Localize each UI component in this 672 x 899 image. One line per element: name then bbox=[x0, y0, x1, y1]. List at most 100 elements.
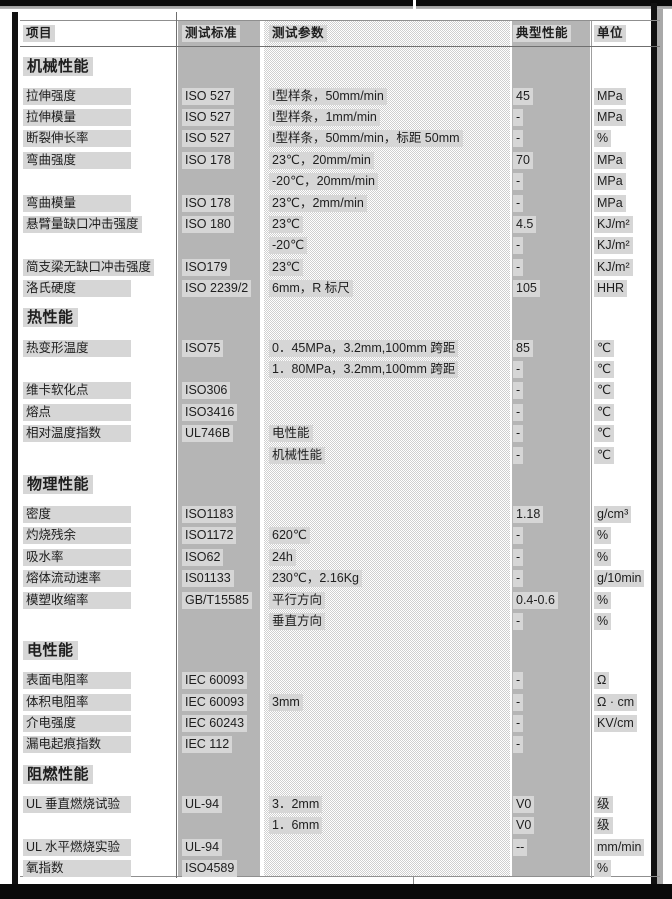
table-row: 弯曲强度 ISO 178 23℃，20mm/min 70 MPa bbox=[20, 149, 660, 170]
unit-text: % bbox=[594, 130, 612, 148]
item-text: 断裂伸长率 bbox=[23, 130, 131, 148]
item-text: 拉伸模量 bbox=[23, 109, 131, 127]
cell-value: - bbox=[510, 403, 590, 421]
cell-unit: KJ/m² bbox=[590, 258, 660, 276]
param-text: 23℃，2mm/min bbox=[269, 194, 367, 212]
cell-item: 熔体流动速率 bbox=[20, 569, 178, 588]
cell-standard: ISO1183 bbox=[178, 505, 264, 523]
cell-param: 6mm，R 标尺 bbox=[264, 279, 510, 298]
param-text: 1．80MPa，3.2mm,100mm 跨距 bbox=[269, 360, 459, 378]
cell-standard: ISO1172 bbox=[178, 526, 264, 545]
section-header-row: 电性能 bbox=[20, 632, 660, 670]
cell-value: -- bbox=[510, 838, 590, 856]
cell-unit: ℃ bbox=[590, 403, 660, 421]
value-text: 70 bbox=[513, 151, 533, 169]
cell-unit: % bbox=[590, 548, 660, 566]
cell-item: 介电强度 bbox=[20, 714, 178, 733]
cell-value: V0 bbox=[510, 816, 590, 835]
cell-standard: ISO 527 bbox=[178, 129, 264, 148]
unit-text: % bbox=[594, 860, 612, 878]
param-text: 230℃，2.16Kg bbox=[269, 570, 363, 588]
value-text: - bbox=[513, 425, 524, 443]
value-text: - bbox=[513, 130, 524, 148]
unit-text: ℃ bbox=[594, 425, 615, 443]
unit-text: Ω bbox=[594, 672, 610, 690]
cell-unit: MPa bbox=[590, 108, 660, 127]
value-text: - bbox=[513, 258, 524, 276]
cell-item: 氧指数 bbox=[20, 859, 178, 878]
cell-param: 机械性能 bbox=[264, 446, 510, 464]
cell-value: - bbox=[510, 526, 590, 545]
cell-unit: ℃ bbox=[590, 424, 660, 443]
section-header-row: 阻燃性能 bbox=[20, 755, 660, 793]
unit-text: ℃ bbox=[594, 339, 615, 357]
table-row: 洛氏硬度 ISO 2239/2 6mm，R 标尺 105 HHR bbox=[20, 278, 660, 299]
value-text: 85 bbox=[513, 339, 533, 357]
table-row: 1．6mm V0 级 bbox=[20, 815, 660, 836]
unit-text: MPa bbox=[594, 173, 626, 191]
param-text: 24h bbox=[269, 548, 296, 566]
param-text: 620℃ bbox=[269, 527, 310, 545]
cell-value: - bbox=[510, 424, 590, 443]
section-cell: 阻燃性能 bbox=[20, 764, 178, 784]
table-row: 密度 ISO1183 1.18 g/cm³ bbox=[20, 503, 660, 524]
table-row: 氧指数 ISO4589% bbox=[20, 857, 660, 878]
cell-item: 相对温度指数 bbox=[20, 424, 178, 443]
cell-item: 吸水率 bbox=[20, 548, 178, 566]
param-text: 3．2mm bbox=[269, 795, 323, 813]
cell-standard: ISO 178 bbox=[178, 194, 264, 212]
table-row: UL 水平燃烧实验 UL-94 -- mm/min bbox=[20, 836, 660, 857]
unit-text: MPa bbox=[594, 194, 626, 212]
cell-standard: IEC 60243 bbox=[178, 714, 264, 733]
header-value: 典型性能 bbox=[510, 25, 590, 42]
item-text: 模塑收缩率 bbox=[23, 591, 131, 609]
cell-standard: IEC 112 bbox=[178, 735, 264, 754]
cell-param: 620℃ bbox=[264, 526, 510, 545]
param-text: 0．45MPa，3.2mm,100mm 跨距 bbox=[269, 339, 459, 357]
standard-text: ISO1172 bbox=[182, 527, 237, 545]
section-title: 阻燃性能 bbox=[23, 764, 94, 784]
param-text: 23℃ bbox=[269, 216, 303, 234]
table-row: 热变形温度 ISO75 0．45MPa，3.2mm,100mm 跨距 85 ℃ bbox=[20, 337, 660, 358]
unit-text: MPa bbox=[594, 151, 626, 169]
section-title: 电性能 bbox=[23, 641, 78, 661]
param-text: 23℃ bbox=[269, 258, 303, 276]
section-header-row: 热性能 bbox=[20, 299, 660, 337]
cell-unit: % bbox=[590, 859, 660, 878]
cell-standard: GB/T15585 bbox=[178, 591, 264, 609]
section-title: 机械性能 bbox=[23, 56, 94, 76]
cell-unit: MPa bbox=[590, 172, 660, 191]
param-text: 1．6mm bbox=[269, 817, 323, 835]
cell-param: 电性能 bbox=[264, 424, 510, 443]
cell-unit: % bbox=[590, 612, 660, 630]
standard-text: IEC 112 bbox=[182, 736, 233, 754]
standard-text: UL-94 bbox=[182, 838, 223, 856]
cell-param: 23℃ bbox=[264, 258, 510, 276]
cell-value: 85 bbox=[510, 339, 590, 357]
header-standard: 测试标准 bbox=[178, 25, 264, 42]
unit-text: % bbox=[594, 612, 612, 630]
standard-text: ISO1183 bbox=[182, 505, 237, 523]
table-row: 介电强度 IEC 60243 - KV/cm bbox=[20, 712, 660, 733]
cell-value: 105 bbox=[510, 279, 590, 298]
table-row: 漏电起痕指数 IEC 112 - bbox=[20, 734, 660, 755]
table-row: 熔体流动速率 IS01133 230℃，2.16Kg - g/10min bbox=[20, 567, 660, 588]
unit-text: KJ/m² bbox=[594, 216, 633, 234]
cell-param: 23℃，20mm/min bbox=[264, 151, 510, 169]
cell-item: 拉伸模量 bbox=[20, 108, 178, 127]
item-text: 简支梁无缺口冲击强度 bbox=[23, 258, 155, 276]
item-text: 悬臂量缺口冲击强度 bbox=[23, 216, 142, 234]
cell-standard: ISO 2239/2 bbox=[178, 279, 264, 298]
standard-text: IEC 60093 bbox=[182, 672, 248, 690]
standard-text: ISO 2239/2 bbox=[182, 280, 252, 298]
cell-value: V0 bbox=[510, 795, 590, 813]
cell-standard: IEC 60093 bbox=[178, 671, 264, 690]
standard-text: GB/T15585 bbox=[182, 591, 252, 609]
table-row: 弯曲模量 ISO 178 23℃，2mm/min - MPa bbox=[20, 192, 660, 213]
item-text: UL 水平燃烧实验 bbox=[23, 838, 131, 856]
value-text: - bbox=[513, 360, 524, 378]
cell-value: - bbox=[510, 381, 590, 400]
unit-text: g/cm³ bbox=[594, 505, 632, 523]
cell-unit: KJ/m² bbox=[590, 236, 660, 255]
item-text: 表面电阻率 bbox=[23, 672, 131, 690]
